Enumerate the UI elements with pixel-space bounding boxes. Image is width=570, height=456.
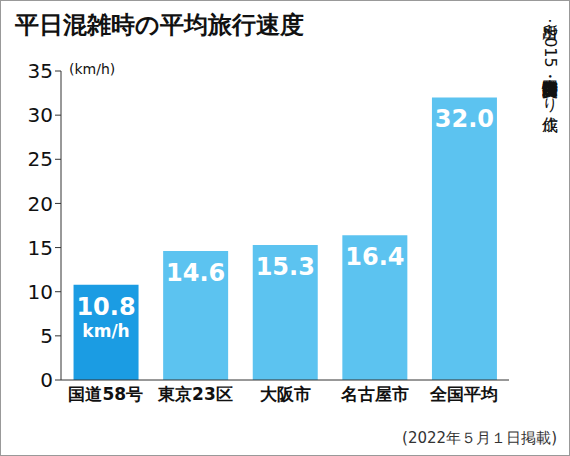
html-text:(km/h): (km/h): [69, 61, 116, 77]
svg-text:15: 15: [28, 236, 53, 260]
svg-text:20: 20: [28, 192, 53, 216]
svg-text:0: 0: [40, 368, 53, 392]
svg-text:15.3: 15.3: [256, 253, 315, 281]
svg-text:東京23区: 東京23区: [157, 384, 233, 404]
svg-text:16.4: 16.4: [345, 243, 404, 271]
svg-text:名古屋市: 名古屋市: [340, 384, 409, 404]
html-text:(2022年５月１日掲載): (2022年５月１日掲載): [402, 429, 557, 447]
svg-text:30: 30: [28, 103, 53, 127]
svg-text:5: 5: [40, 324, 53, 348]
svg-text:25: 25: [28, 147, 53, 171]
html-text:平日混雑時の平均旅行速度: 平日混雑時の平均旅行速度: [15, 11, 304, 39]
svg-text:35: 35: [28, 59, 53, 83]
svg-text:大阪市: 大阪市: [260, 384, 311, 404]
svg-text:全国平均: 全国平均: [429, 384, 498, 404]
svg-text:10.8: 10.8: [76, 293, 135, 321]
svg-text:10: 10: [28, 280, 53, 304]
html-text:出所：2015年度全国道路・街路交通情勢調査より作成: 出所：2015年度全国道路・街路交通情勢調査より作成: [541, 11, 560, 104]
svg-text:km/h: km/h: [82, 321, 129, 341]
svg-text:国道58号: 国道58号: [68, 384, 143, 404]
svg-text:32.0: 32.0: [435, 105, 494, 133]
svg-text:14.6: 14.6: [166, 259, 225, 287]
